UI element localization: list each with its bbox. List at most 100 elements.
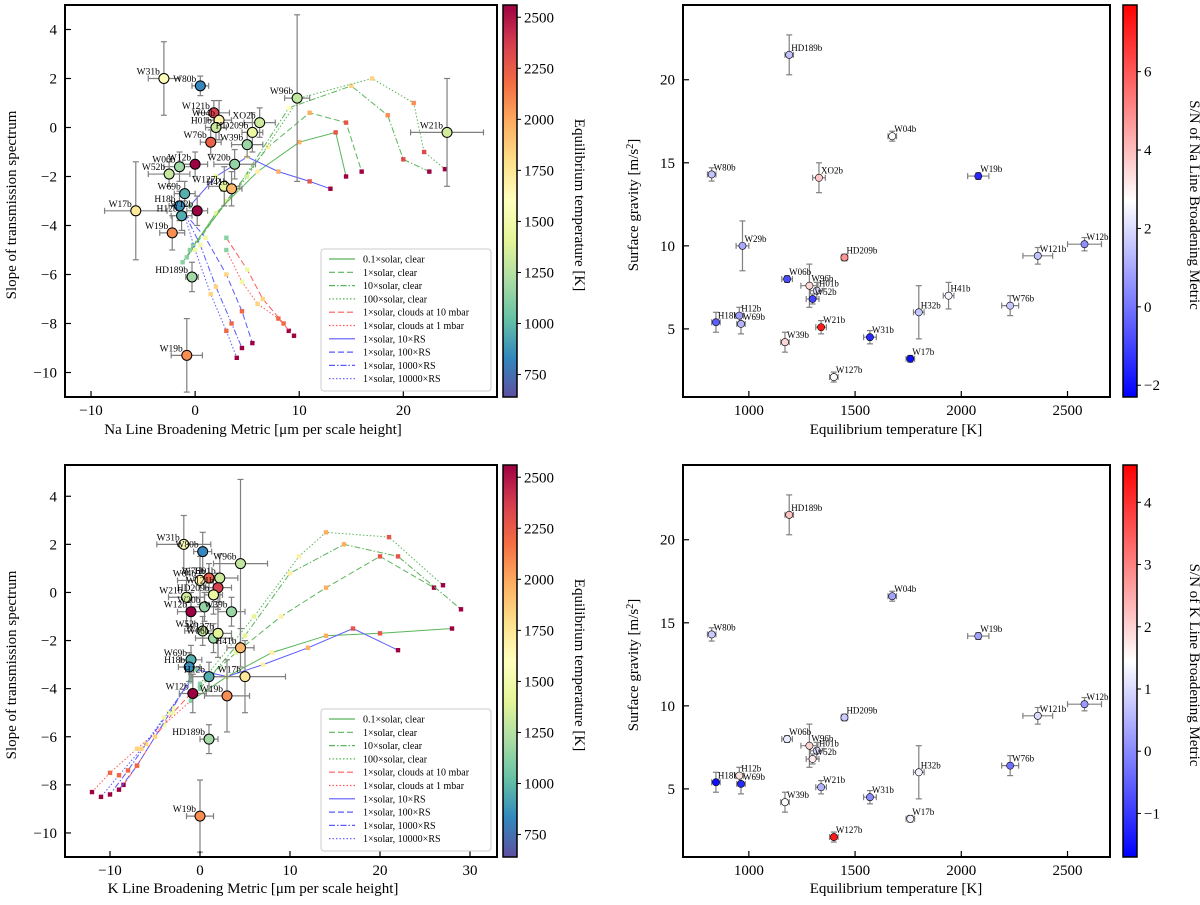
plot-content: HD189b W04b W80b XO2b W19b W29b HD209b W121b W12… [706, 34, 1109, 383]
y-tick-label: 2 [50, 72, 58, 88]
model-point [305, 645, 311, 650]
legend-label: 1×solar, 10000×RS [363, 374, 441, 385]
point-label: W31b [137, 68, 160, 78]
model-point [190, 242, 196, 248]
point-label: W80b [173, 75, 196, 85]
x-tick-label: 10 [292, 403, 307, 419]
x-tick-label: −10 [98, 863, 121, 879]
point-label: W39b [787, 330, 809, 340]
data-point [241, 139, 253, 151]
data-point [783, 275, 791, 283]
data-point [203, 671, 215, 683]
legend-label: 1×solar, 100×RS [363, 348, 431, 359]
colorbar-tick-label: 1000 [524, 777, 554, 793]
data-point [158, 73, 170, 84]
model-point [421, 149, 427, 155]
point-label: XO2b [232, 112, 255, 122]
colorbar-tick-label: 0 [1144, 744, 1152, 760]
point-label: W17b [109, 200, 132, 210]
model-point [224, 272, 229, 277]
y-tick-label: −2 [41, 634, 57, 650]
point-label: W127b [836, 365, 863, 375]
data-point [185, 606, 197, 618]
model-point [369, 76, 375, 81]
model-point [134, 746, 140, 751]
data-point [808, 755, 817, 763]
model-point [197, 686, 203, 691]
data-point [829, 373, 838, 381]
y-tick-label: −2 [41, 170, 57, 186]
model-point [224, 247, 229, 253]
point-label: H41b [206, 178, 227, 188]
data-point [235, 642, 246, 654]
data-point [212, 627, 224, 639]
colorbar-tick-label: 2500 [524, 470, 554, 486]
data-point [707, 170, 716, 179]
model-point [152, 734, 158, 739]
model-point [427, 169, 432, 174]
model-point [377, 631, 383, 636]
model-point [297, 140, 302, 145]
model-point [250, 340, 255, 346]
point-label: H01b [819, 739, 839, 749]
model-point [350, 626, 356, 631]
point-label: W04b [894, 584, 916, 594]
model-line [189, 85, 430, 251]
model-point [197, 681, 203, 687]
model-point [323, 585, 329, 590]
x-tick-label: 30 [463, 863, 478, 879]
data-point [735, 771, 744, 780]
point-label: W127b [836, 825, 863, 835]
y-tick-label: 0 [50, 121, 58, 137]
model-point [224, 328, 229, 334]
colorbar-tick-label: 4 [1144, 143, 1152, 159]
point-label: HD189b [791, 43, 822, 53]
data-point [829, 833, 838, 841]
model-point [239, 309, 245, 314]
point-label: W21b [420, 121, 443, 131]
model-point [401, 157, 406, 162]
colorbar: −2 0 2 4 6 [1122, 4, 1160, 398]
model-point [107, 792, 113, 797]
data-point [1080, 700, 1089, 709]
point-label: W76b [1012, 294, 1034, 304]
model-line [189, 156, 331, 207]
axes-frame [682, 464, 1111, 858]
colorbar-tick-label: 0 [1144, 300, 1152, 316]
point-label: H18b [718, 770, 738, 780]
model-point [343, 174, 349, 179]
data-point [785, 510, 794, 519]
model-point [255, 169, 260, 174]
point-label: W76b [184, 131, 207, 141]
y-tick-label: 5 [668, 782, 676, 798]
model-line [190, 628, 453, 702]
data-point [197, 625, 209, 637]
point-label: W121b [1040, 704, 1067, 714]
x-tick-label: 1500 [840, 403, 870, 419]
point-label: W04b [192, 109, 215, 119]
point-label: W12b [164, 601, 187, 611]
point-label: W96b [270, 87, 293, 97]
model-point [170, 705, 176, 711]
y-tick-label: 15 [660, 156, 675, 172]
legend-label: 1×solar, 10000×RS [363, 834, 441, 845]
colorbar-tick-label: 1750 [524, 623, 554, 639]
data-point [205, 136, 217, 148]
x-tick-label: 2500 [1053, 863, 1083, 879]
point-label: HD209b [177, 584, 210, 594]
model-point [440, 583, 446, 588]
y-tick-label: −8 [41, 317, 57, 333]
data-point [781, 798, 789, 807]
data-point [166, 227, 178, 239]
model-point [198, 242, 203, 248]
colorbar-tick-label: −1 [1144, 806, 1160, 822]
colorbar-tick-label: 750 [524, 828, 547, 844]
data-point [291, 92, 303, 104]
data-point [163, 168, 175, 180]
y-tick-label: −10 [34, 366, 57, 382]
point-label: W19b [980, 164, 1002, 174]
data-point [197, 546, 209, 558]
point-label: H01b [191, 117, 212, 127]
x-tick-label: 10 [283, 863, 298, 879]
